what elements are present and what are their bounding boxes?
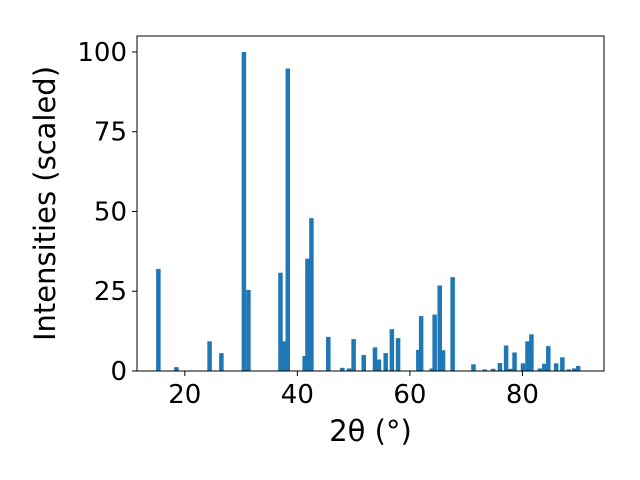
bar — [497, 363, 503, 371]
bar — [575, 365, 581, 371]
bar — [309, 218, 314, 371]
y-tick-label: 75 — [94, 118, 127, 148]
x-tick-label: 40 — [281, 380, 314, 410]
bar — [326, 336, 331, 371]
x-tick-label: 80 — [506, 380, 539, 410]
bar — [383, 353, 388, 371]
bar — [525, 341, 530, 371]
bar — [278, 272, 283, 371]
bar — [490, 368, 496, 371]
bar — [520, 363, 526, 371]
bar — [440, 350, 446, 371]
bar — [553, 363, 559, 371]
bar — [529, 334, 534, 371]
bar — [571, 368, 577, 371]
bar — [432, 314, 437, 371]
bar — [560, 357, 565, 371]
y-tick-label: 25 — [94, 277, 127, 307]
bar — [219, 353, 224, 371]
y-tick-label: 100 — [77, 38, 127, 68]
x-axis-label: 2θ (°) — [329, 414, 412, 448]
bar — [372, 347, 378, 371]
bar — [241, 51, 247, 371]
bars-group — [156, 51, 581, 372]
bar — [418, 316, 424, 371]
bar — [503, 345, 509, 371]
bar — [246, 289, 251, 371]
bar — [351, 339, 356, 371]
x-axis-ticks: 20 40 60 80 — [168, 371, 539, 410]
bar — [389, 329, 395, 371]
bar — [537, 368, 543, 371]
bar — [450, 277, 455, 371]
bar — [566, 369, 571, 371]
bar — [471, 364, 476, 371]
x-tick-label: 60 — [393, 380, 426, 410]
bar — [542, 363, 547, 371]
plot-frame — [136, 35, 605, 372]
y-axis-ticks: 0 25 50 75 100 — [77, 38, 137, 387]
bar — [361, 355, 366, 371]
bar — [376, 359, 382, 371]
bar — [437, 285, 442, 371]
bar — [207, 341, 212, 371]
bar — [156, 268, 161, 371]
bar — [508, 368, 513, 371]
bar — [174, 367, 179, 371]
x-tick-label: 20 — [168, 380, 201, 410]
bar — [285, 68, 291, 372]
bar — [429, 368, 435, 371]
bar — [305, 258, 310, 371]
bar — [546, 346, 551, 371]
bar — [340, 367, 345, 371]
bar — [395, 338, 401, 371]
bar — [302, 356, 307, 371]
bar — [512, 352, 517, 371]
y-axis-label: Intensities (scaled) — [28, 66, 62, 341]
bar — [416, 349, 421, 371]
y-tick-label: 50 — [94, 197, 127, 227]
y-tick-label: 0 — [110, 357, 127, 387]
bar — [482, 369, 487, 371]
bar — [346, 368, 352, 371]
bar — [281, 341, 286, 371]
